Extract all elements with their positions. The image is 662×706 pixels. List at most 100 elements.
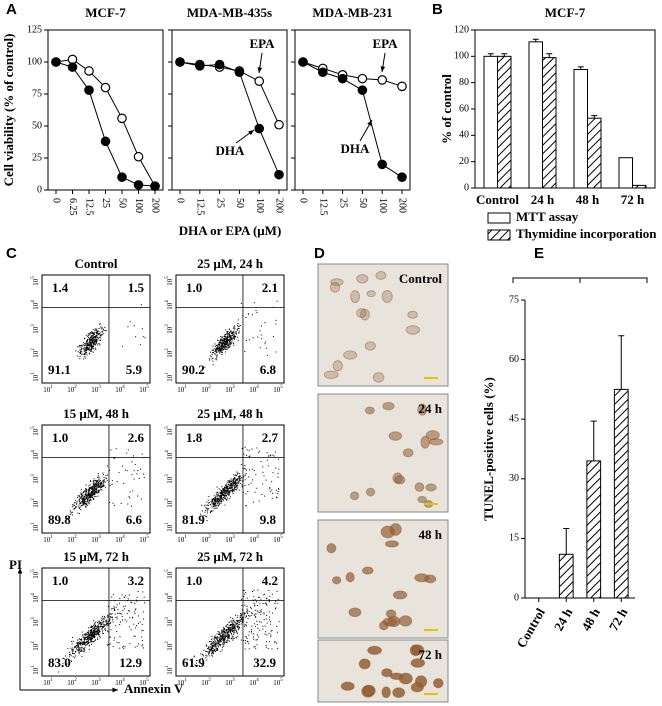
event-dot [145, 337, 146, 338]
event-dot [114, 505, 115, 506]
event-dot [87, 501, 88, 502]
event-dot [245, 617, 246, 618]
event-dot [221, 349, 222, 350]
plot-frame [172, 30, 287, 190]
event-dot [113, 594, 114, 595]
data-point [255, 124, 263, 132]
tick-exponent: 1 [50, 678, 53, 683]
data-point [378, 160, 386, 168]
event-dot [233, 338, 234, 339]
event-dot [142, 640, 143, 641]
x-tick-label: 100 [254, 198, 265, 213]
event-dot [241, 303, 242, 304]
event-dot [271, 631, 272, 632]
arrow-head [381, 66, 386, 72]
event-dot [94, 339, 95, 340]
event-dot [215, 508, 216, 509]
event-dot [107, 616, 108, 617]
event-dot [269, 611, 270, 612]
tick-exponent: 2 [165, 641, 170, 644]
event-dot [87, 505, 88, 506]
event-dot [278, 459, 279, 460]
event-dot [99, 343, 100, 344]
y-tick-label: 100 [27, 56, 42, 67]
event-dot [89, 340, 90, 341]
series-line [56, 62, 155, 186]
event-dot [220, 645, 221, 646]
y-tick-label: 102 [31, 348, 39, 358]
cell [351, 291, 360, 303]
tick-exponent: 1 [50, 535, 53, 540]
event-dot [238, 340, 239, 341]
event-dot [92, 335, 93, 336]
event-dot [96, 491, 97, 492]
micrograph-label: Control [399, 271, 442, 286]
tick-exponent: 3 [98, 678, 101, 683]
event-dot [264, 343, 265, 344]
event-dot [74, 508, 75, 509]
event-dot [239, 473, 240, 474]
event-dot [222, 340, 223, 341]
event-dot [93, 485, 94, 486]
event-dot [103, 481, 104, 482]
data-point [101, 137, 109, 145]
event-dot [251, 615, 252, 616]
event-dot [224, 631, 225, 632]
event-dot [233, 331, 234, 332]
panel-label: B [432, 1, 443, 18]
event-dot [100, 337, 101, 338]
event-dot [210, 355, 211, 356]
event-dot [76, 503, 77, 504]
event-dot [81, 489, 82, 490]
event-dot [143, 336, 144, 337]
event-dot [100, 323, 101, 324]
bar [588, 118, 602, 188]
event-dot [93, 340, 94, 341]
event-dot [94, 344, 95, 345]
event-dot [100, 486, 101, 487]
x-tick-label: 101 [43, 678, 53, 686]
event-dot [79, 496, 80, 497]
quadrant-value: 1.0 [52, 430, 68, 445]
event-dot [98, 482, 99, 483]
x-tick-label: 101 [43, 385, 53, 393]
event-dot [211, 356, 212, 357]
event-dot [224, 493, 225, 494]
quadrant-value: 32.9 [253, 655, 276, 670]
y-tick-label: 104 [165, 300, 173, 310]
event-dot [260, 610, 261, 611]
event-dot [97, 331, 98, 332]
event-dot [225, 641, 226, 642]
event-dot [215, 645, 216, 646]
event-dot [143, 474, 144, 475]
event-dot [97, 631, 98, 632]
data-point [299, 58, 307, 66]
event-dot [224, 640, 225, 641]
event-dot [87, 347, 88, 348]
event-dot [82, 496, 83, 497]
event-dot [231, 333, 232, 334]
event-dot [124, 608, 125, 609]
event-dot [234, 325, 235, 326]
event-dot [78, 495, 79, 496]
event-dot [85, 637, 86, 638]
event-dot [89, 634, 90, 635]
event-dot [209, 360, 210, 361]
event-dot [238, 323, 239, 324]
event-dot [236, 331, 237, 332]
event-dot [114, 458, 115, 459]
event-dot [105, 621, 106, 622]
event-dot [84, 648, 85, 649]
event-dot [88, 337, 89, 338]
event-dot [237, 480, 238, 481]
event-dot [88, 494, 89, 495]
event-dot [97, 639, 98, 640]
micrograph-label: 48 h [419, 527, 443, 542]
event-dot [134, 325, 135, 326]
cell [357, 308, 366, 317]
event-dot [236, 626, 237, 627]
event-dot [259, 603, 260, 604]
event-dot [252, 591, 253, 592]
event-dot [266, 645, 267, 646]
event-dot [268, 648, 269, 649]
